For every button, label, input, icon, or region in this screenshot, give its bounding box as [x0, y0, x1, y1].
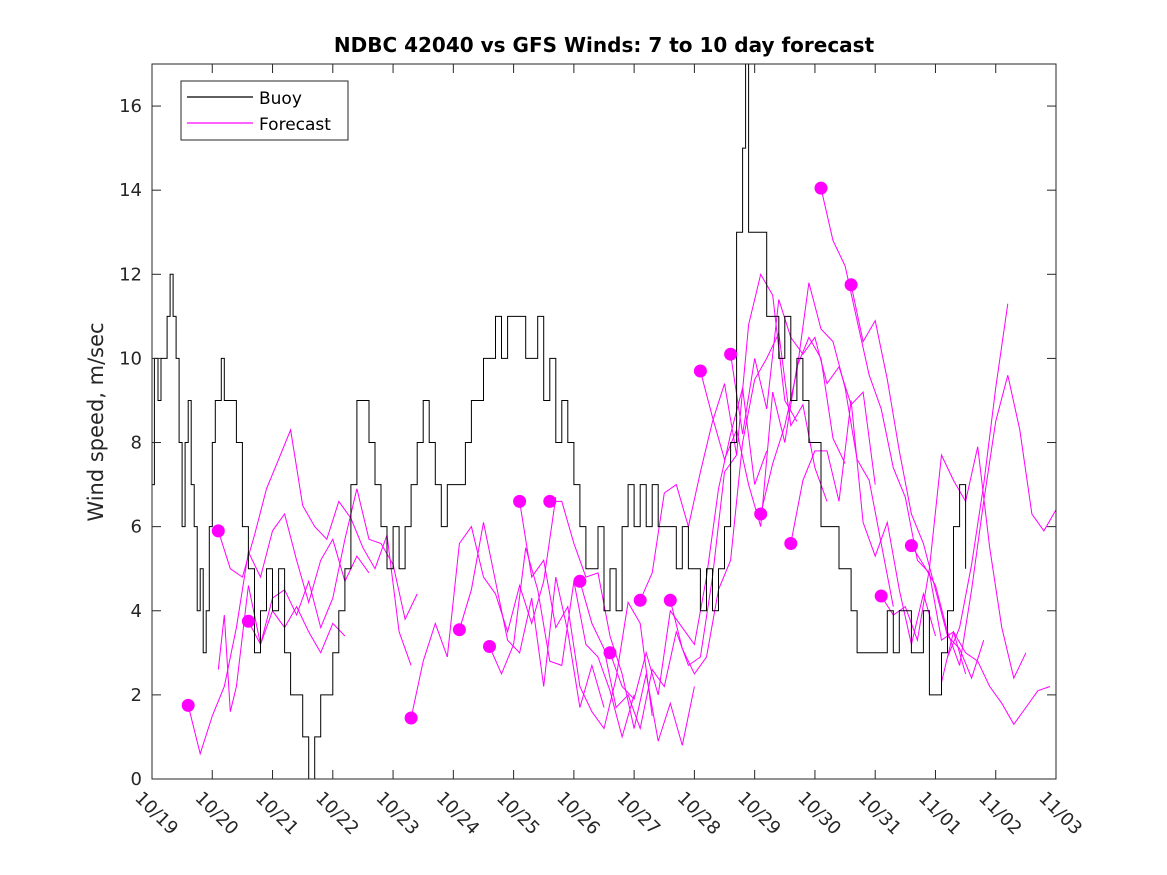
forecast-start-markers	[181, 181, 918, 725]
forecast-run-line	[609, 387, 768, 701]
y-tick-label: 12	[119, 264, 142, 285]
forecast-run-line	[247, 488, 418, 646]
forecast-start-marker	[211, 524, 225, 538]
legend-buoy-label: Buoy	[259, 89, 302, 109]
forecast-run-line	[669, 331, 828, 675]
forecast-start-marker	[874, 589, 888, 603]
forecast-run-line	[187, 512, 370, 756]
buoy-series	[152, 63, 967, 780]
forecast-start-marker	[724, 347, 738, 361]
y-tick-label: 8	[131, 433, 142, 454]
forecast-start-marker	[452, 623, 466, 637]
forecast-start-marker	[633, 593, 647, 607]
forecast-run-line	[458, 522, 605, 708]
forecast-start-marker	[241, 614, 255, 628]
forecast-start-marker	[483, 640, 496, 653]
forecast-run-line	[639, 272, 798, 601]
forecast-run-line	[820, 187, 967, 675]
forecast-run-line	[489, 547, 635, 739]
forecast-start-marker	[693, 364, 707, 378]
forecast-run-line	[519, 501, 653, 730]
forecast-run-line	[699, 336, 846, 527]
chart-title: NDBC 42040 vs GFS Winds: 7 to 10 day for…	[334, 33, 875, 57]
forecast-run-line	[549, 500, 695, 746]
forecast-start-marker	[814, 181, 828, 195]
y-tick-label: 0	[131, 769, 142, 790]
forecast-run-line	[579, 454, 738, 731]
plot-background	[152, 64, 1056, 779]
forecast-start-marker	[181, 698, 195, 712]
forecast-start-marker	[784, 537, 798, 550]
forecast-run-line	[941, 630, 1051, 726]
y-tick-label: 6	[131, 517, 142, 538]
forecast-start-marker	[754, 507, 768, 521]
forecast-run-line	[880, 446, 1027, 680]
y-axis-label: Wind speed, m/sec	[84, 322, 108, 521]
forecast-start-marker	[404, 711, 418, 725]
forecast-start-marker	[904, 539, 918, 553]
forecast-start-marker	[543, 494, 557, 508]
forecast-start-marker	[513, 494, 527, 508]
y-tick-label: 14	[119, 180, 142, 201]
forecast-start-marker	[844, 278, 858, 292]
buoy-line	[152, 63, 967, 780]
forecast-run-line	[947, 303, 1009, 658]
legend: Buoy Forecast	[180, 80, 349, 141]
forecast-start-marker	[663, 593, 677, 607]
forecast-run-line	[760, 282, 894, 607]
y-tick-label: 10	[119, 348, 142, 369]
forecast-run-line	[217, 428, 412, 666]
y-tick-label: 4	[131, 601, 142, 622]
forecast-start-marker	[573, 574, 587, 588]
forecast-run-line	[410, 497, 557, 719]
forecast-series	[187, 187, 1057, 756]
forecast-start-marker	[603, 646, 617, 660]
legend-forecast-label: Forecast	[259, 115, 331, 135]
y-tick-label: 16	[119, 96, 142, 117]
legend-box	[180, 80, 349, 141]
y-tick-label: 2	[131, 685, 142, 706]
forecast-run-line	[910, 375, 1057, 666]
plot-area	[151, 63, 1057, 780]
plot-frame	[151, 63, 1057, 780]
